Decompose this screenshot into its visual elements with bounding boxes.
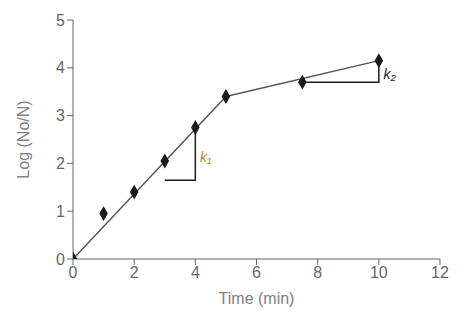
svg-text:6: 6: [252, 264, 261, 281]
svg-text:3: 3: [56, 107, 65, 124]
svg-text:Log (No/N): Log (No/N): [15, 100, 32, 178]
svg-text:10: 10: [370, 264, 388, 281]
svg-text:5: 5: [56, 12, 65, 29]
svg-text:k₂: k₂: [383, 66, 396, 82]
svg-text:4: 4: [56, 59, 65, 76]
svg-text:Time (min): Time (min): [219, 290, 295, 307]
svg-text:2: 2: [130, 264, 139, 281]
svg-text:0: 0: [56, 251, 65, 268]
svg-text:1: 1: [56, 203, 65, 220]
svg-text:k₁: k₁: [200, 149, 212, 165]
svg-text:8: 8: [313, 264, 322, 281]
svg-text:0: 0: [69, 264, 78, 281]
svg-text:4: 4: [191, 264, 200, 281]
svg-text:12: 12: [431, 264, 449, 281]
svg-text:2: 2: [56, 155, 65, 172]
